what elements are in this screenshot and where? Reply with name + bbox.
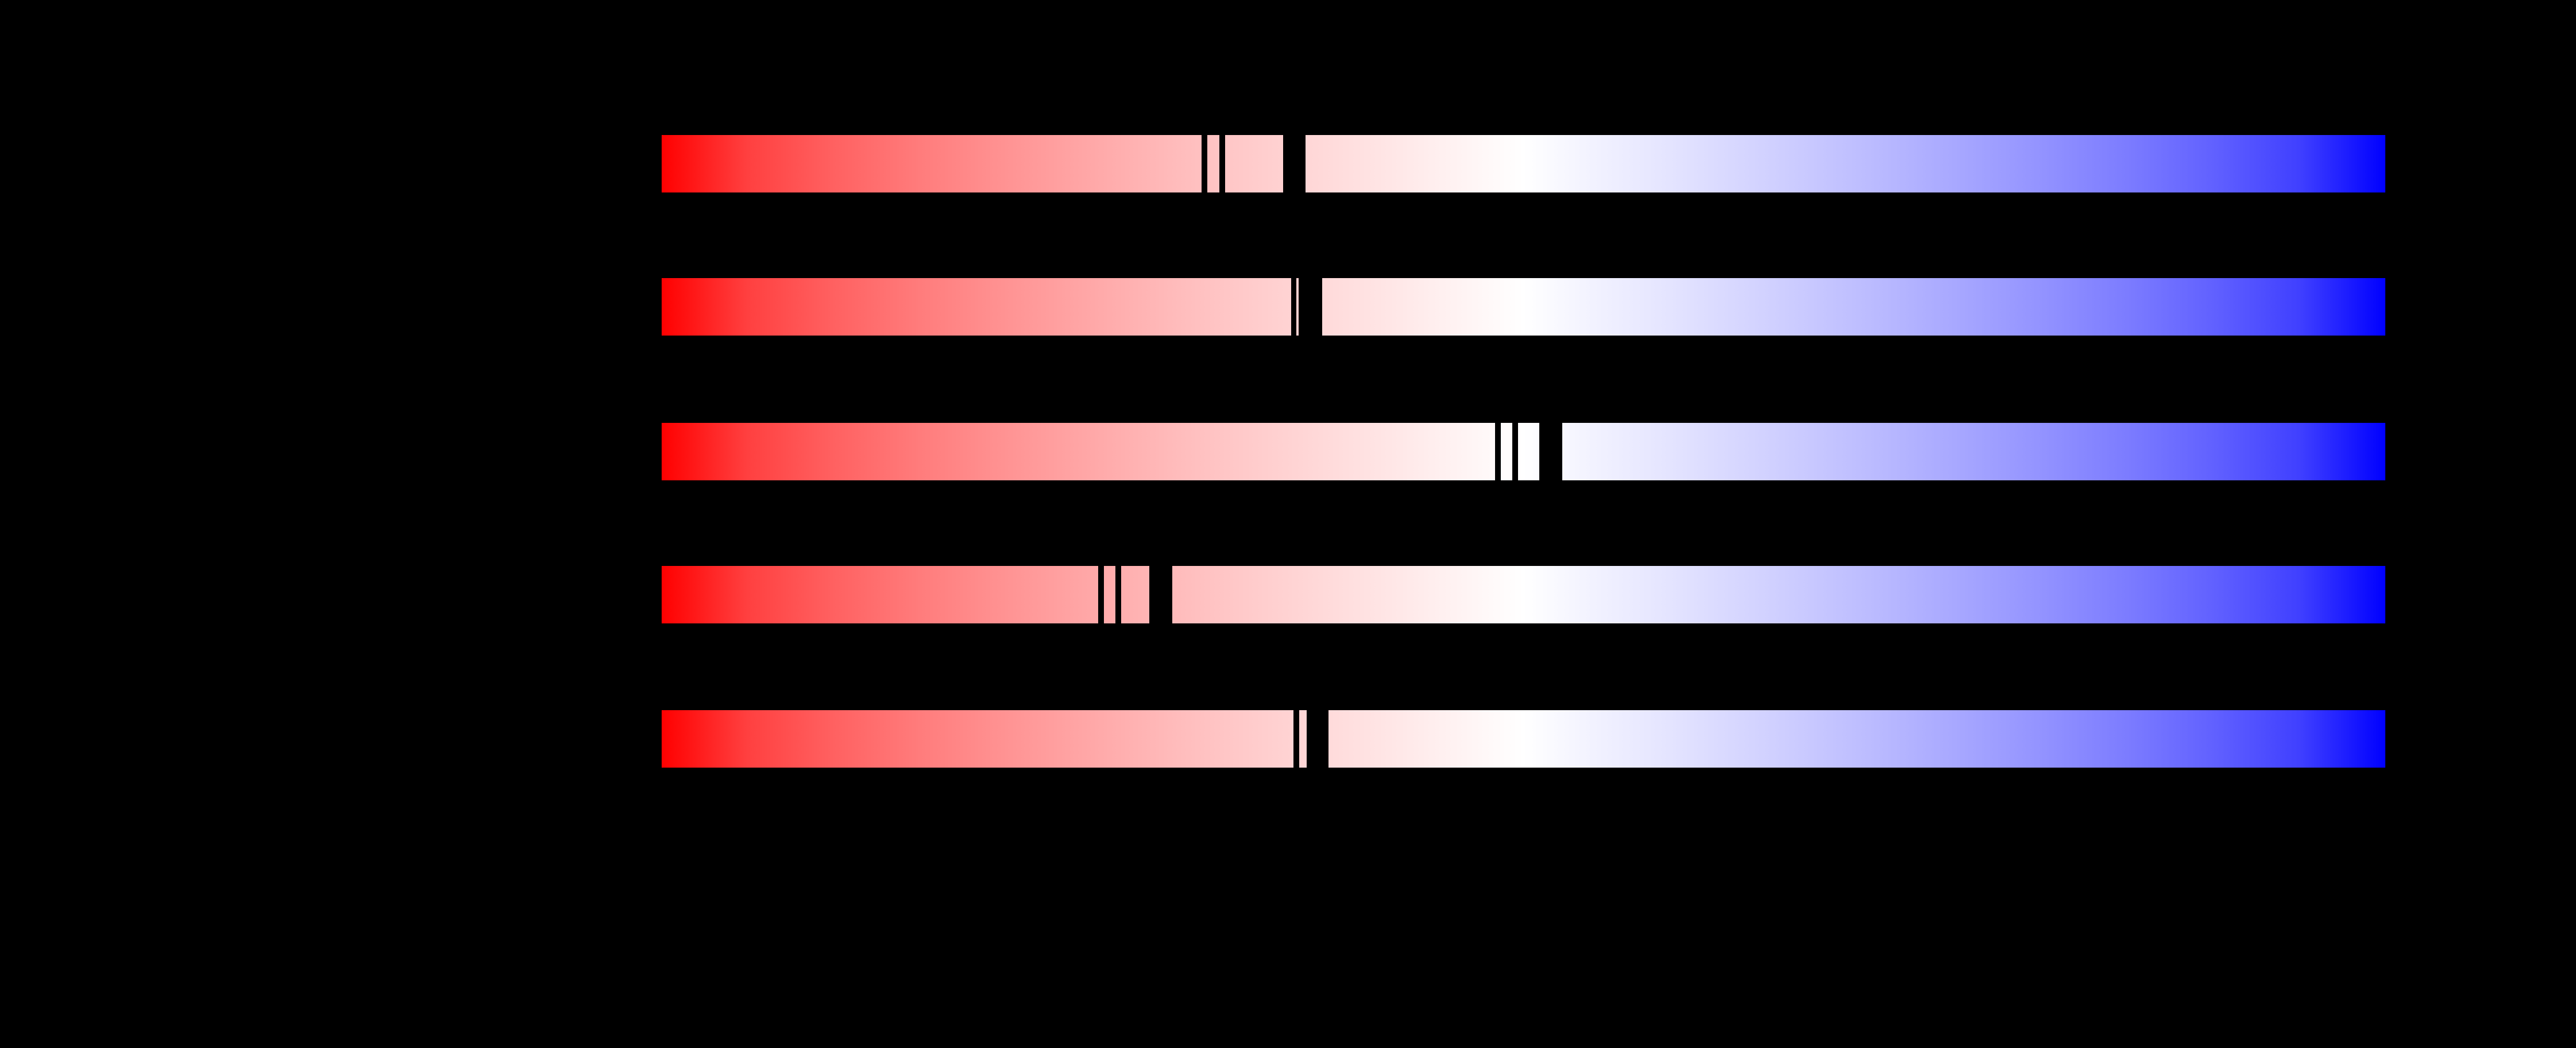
tick-marker-thick bbox=[1299, 278, 1322, 336]
tick-marker-thin bbox=[1202, 135, 1207, 192]
tick-marker-thin bbox=[1098, 566, 1104, 623]
tick-marker-thin bbox=[1115, 566, 1121, 623]
tick-marker-thin bbox=[1219, 135, 1225, 192]
tick-marker-thick bbox=[1283, 135, 1306, 192]
gradient-bar-row-2 bbox=[662, 278, 2385, 336]
gradient-bar-row-5 bbox=[662, 710, 2385, 768]
gradient-bar-row-1 bbox=[662, 135, 2385, 192]
gradient-bar-row-3 bbox=[662, 423, 2385, 480]
tick-marker-thin bbox=[1293, 710, 1299, 768]
gradient-bar-row-4 bbox=[662, 566, 2385, 623]
tick-marker-thin bbox=[1495, 423, 1501, 480]
tick-marker-thick bbox=[1539, 423, 1562, 480]
tick-marker-thin bbox=[1512, 423, 1518, 480]
tick-marker-thin bbox=[1291, 278, 1296, 336]
tick-marker-thick bbox=[1149, 566, 1172, 623]
tick-marker-thick bbox=[1307, 710, 1328, 768]
